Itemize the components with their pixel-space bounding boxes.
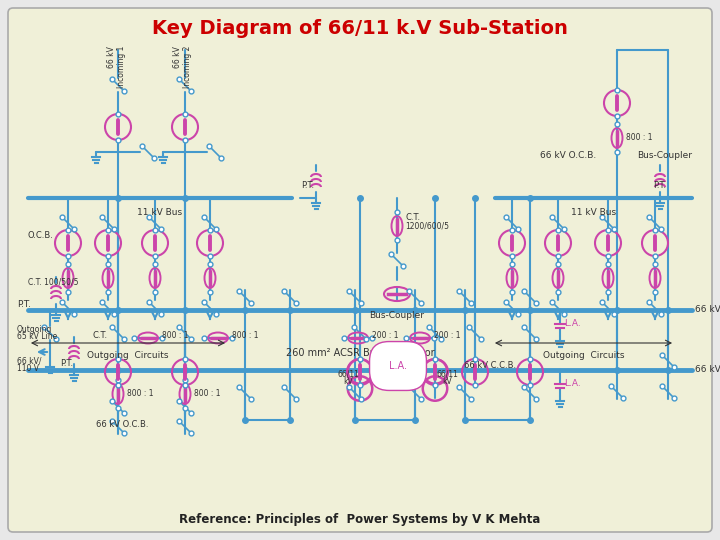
Text: 66 kV O.C.B.: 66 kV O.C.B. [540, 151, 596, 159]
Text: 66 kV Bus 2: 66 kV Bus 2 [695, 306, 720, 314]
Text: 800 : 1: 800 : 1 [626, 133, 652, 143]
Text: Key Diagram of 66/11 k.V Sub-Station: Key Diagram of 66/11 k.V Sub-Station [152, 18, 568, 37]
Text: L.A.: L.A. [564, 320, 581, 328]
Text: 200 : 1: 200 : 1 [434, 330, 461, 340]
Text: Outgoing: Outgoing [17, 325, 53, 334]
Text: Bus-Coupler: Bus-Coupler [369, 311, 425, 320]
Text: kV: kV [343, 376, 353, 386]
Text: Incoming 2: Incoming 2 [184, 46, 192, 89]
Text: 11 kV Bus: 11 kV Bus [572, 208, 616, 217]
Text: Outgoing  Circuits: Outgoing Circuits [544, 351, 625, 360]
Text: 66 kV: 66 kV [107, 46, 115, 68]
Text: P.T.: P.T. [654, 181, 667, 190]
Text: Outgoing  Circuits: Outgoing Circuits [87, 351, 168, 360]
Text: 66/11: 66/11 [337, 369, 359, 379]
FancyBboxPatch shape [8, 8, 712, 532]
Text: L.A.: L.A. [564, 380, 581, 388]
Text: 200 : 1: 200 : 1 [372, 330, 398, 340]
Text: 66 kV C.C.B.: 66 kV C.C.B. [464, 361, 516, 369]
Text: C.T.: C.T. [93, 332, 108, 341]
Text: 66 kV O.C.B.: 66 kV O.C.B. [96, 420, 148, 429]
Text: 11 kV Bus: 11 kV Bus [138, 208, 183, 217]
Text: 800 : 1: 800 : 1 [162, 330, 189, 340]
Text: P.T.: P.T. [60, 359, 73, 368]
Text: 66 kV/: 66 kV/ [17, 357, 42, 366]
Text: P.T.: P.T. [17, 300, 31, 309]
Text: 66 kV Bus 1: 66 kV Bus 1 [695, 366, 720, 375]
Text: Incoming 1: Incoming 1 [117, 46, 125, 89]
Text: Reference: Principles of  Power Systems by V K Mehta: Reference: Principles of Power Systems b… [179, 512, 541, 525]
Text: Bus-Coupler: Bus-Coupler [637, 151, 692, 159]
Text: L.A.: L.A. [389, 361, 407, 371]
Text: kV: kV [442, 376, 452, 386]
Text: 1200/600/5: 1200/600/5 [405, 221, 449, 231]
Text: P.T.: P.T. [302, 181, 315, 190]
Text: 66 kV: 66 kV [174, 46, 182, 68]
Text: C.T. 100/50/5: C.T. 100/50/5 [28, 278, 78, 287]
Text: 800 : 1: 800 : 1 [232, 330, 258, 340]
Text: 65 kV Line: 65 kV Line [17, 332, 58, 341]
Text: 260 mm² ACSR Bus Conductor: 260 mm² ACSR Bus Conductor [286, 348, 434, 358]
Text: O.C.B.: O.C.B. [28, 231, 54, 240]
Text: 66/11: 66/11 [436, 369, 458, 379]
Text: C.T.: C.T. [405, 213, 420, 222]
Text: 800 : 1: 800 : 1 [194, 389, 220, 399]
Text: 110 V: 110 V [17, 364, 39, 373]
Text: 800 : 1: 800 : 1 [127, 389, 153, 399]
